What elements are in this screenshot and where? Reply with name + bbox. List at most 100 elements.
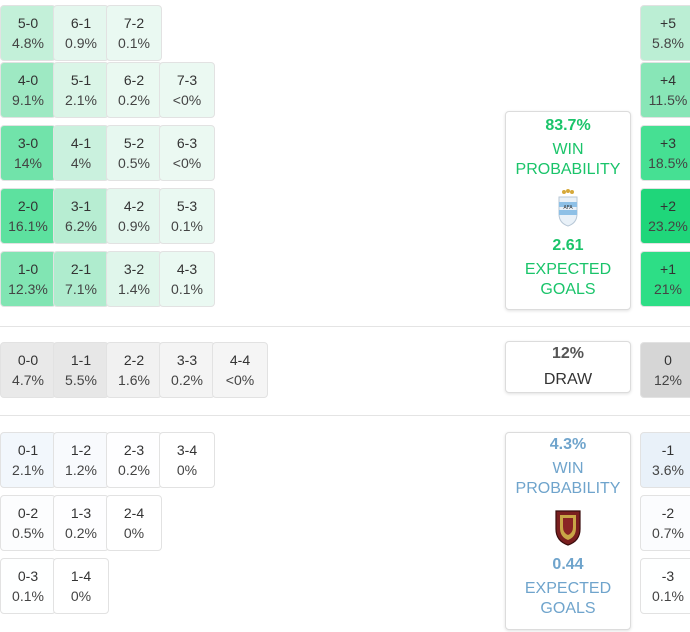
probability-label: 0.2% [118, 92, 150, 108]
away-score-cell: 1-2 1.2% [53, 432, 109, 488]
xg-label: EXPECTED [524, 580, 612, 597]
score-label: +4 [660, 72, 676, 88]
xg-label: EXPECTED [524, 261, 612, 278]
probability-label: 21% [653, 281, 683, 297]
score-label: 3-4 [176, 442, 198, 458]
probability-label: 2.1% [12, 462, 44, 478]
home-score-cell: 3-1 6.2% [53, 188, 109, 244]
score-label: 2-2 [123, 352, 145, 368]
xg-label: GOALS [540, 281, 596, 298]
score-label: 1-3 [70, 505, 92, 521]
draw-probability: 12% [551, 345, 585, 362]
score-label: 2-1 [70, 261, 92, 277]
probability-label: <0% [172, 92, 202, 108]
probability-label: 1.4% [118, 281, 150, 297]
probability-label: 0.1% [652, 588, 684, 604]
score-label: 2-0 [17, 198, 39, 214]
score-label: 0 [664, 352, 672, 368]
score-label: 6-2 [123, 72, 145, 88]
score-label: 3-1 [70, 198, 92, 214]
argentina-crest-icon: AFA [558, 189, 578, 227]
probability-label: 16.1% [8, 218, 48, 234]
score-label: -1 [661, 442, 675, 458]
home-score-cell: 7-3 <0% [159, 62, 215, 118]
score-label: 2-3 [123, 442, 145, 458]
goal-margin-cell: +4 11.5% [640, 62, 690, 118]
score-label: 3-3 [176, 352, 198, 368]
away-score-cell: 0-3 0.1% [0, 558, 56, 614]
probability-label: 0.9% [65, 35, 97, 51]
home-score-cell: 2-0 16.1% [0, 188, 56, 244]
probability-label: 0.7% [652, 525, 684, 541]
away-score-cell: 1-4 0% [53, 558, 109, 614]
score-label: 1-2 [70, 442, 92, 458]
svg-text:AFA: AFA [563, 205, 573, 211]
score-label: 5-2 [123, 135, 145, 151]
score-label: 5-1 [70, 72, 92, 88]
probability-label: 0.2% [65, 525, 97, 541]
probability-label: <0% [225, 372, 255, 388]
home-score-cell: 4-1 4% [53, 125, 109, 181]
score-label: 4-4 [229, 352, 251, 368]
win-label: PROBABILITY [515, 161, 621, 178]
probability-label: 1.2% [65, 462, 97, 478]
probability-label: 0.5% [118, 155, 150, 171]
score-label: 6-1 [70, 15, 92, 31]
score-label: 0-2 [17, 505, 39, 521]
probability-label: 0.1% [118, 35, 150, 51]
home-score-cell: 5-2 0.5% [106, 125, 162, 181]
home-score-cell: 5-3 0.1% [159, 188, 215, 244]
score-label: 5-0 [17, 15, 39, 31]
score-label: -2 [661, 505, 675, 521]
score-label: 3-0 [17, 135, 39, 151]
home-expected-goals: 2.61 [552, 237, 584, 254]
score-label: +1 [660, 261, 676, 277]
probability-label: 3.6% [652, 462, 684, 478]
score-label: 0-1 [17, 442, 39, 458]
probability-label: 0% [70, 588, 92, 604]
probability-label: 6.2% [65, 218, 97, 234]
score-label: 0-3 [17, 568, 39, 584]
home-score-cell: 6-3 <0% [159, 125, 215, 181]
home-score-cell: 6-1 0.9% [53, 5, 109, 61]
home-score-cell: 2-1 7.1% [53, 251, 109, 307]
score-label: 0-0 [17, 352, 39, 368]
probability-label: 0.9% [118, 218, 150, 234]
away-score-cell: 0-2 0.5% [0, 495, 56, 551]
home-score-cell: 3-2 1.4% [106, 251, 162, 307]
probability-label: 2.1% [65, 92, 97, 108]
probability-label: 5.8% [652, 35, 684, 51]
draw-score-cell: 1-1 5.5% [53, 342, 109, 398]
goal-margin-cell: 0 12% [640, 342, 690, 398]
home-score-cell: 4-3 0.1% [159, 251, 215, 307]
score-label: 3-2 [123, 261, 145, 277]
home-score-cell: 3-0 14% [0, 125, 56, 181]
draw-score-cell: 3-3 0.2% [159, 342, 215, 398]
xg-label: GOALS [540, 600, 596, 617]
probability-label: 4.8% [12, 35, 44, 51]
probability-label: 14% [13, 155, 43, 171]
probability-label: 18.5% [648, 155, 688, 171]
home-score-cell: 5-0 4.8% [0, 5, 56, 61]
goal-margin-cell: +5 5.8% [640, 5, 690, 61]
probability-label: 4.7% [12, 372, 44, 388]
venezuela-crest-icon [555, 510, 581, 546]
goal-margin-cell: +2 23.2% [640, 188, 690, 244]
probability-label: 0% [176, 462, 198, 478]
home-score-cell: 4-2 0.9% [106, 188, 162, 244]
probability-label: 11.5% [648, 92, 688, 108]
divider [0, 415, 690, 416]
probability-label: 0.2% [118, 462, 150, 478]
score-label: 1-4 [70, 568, 92, 584]
score-label: 7-2 [123, 15, 145, 31]
probability-label: 9.1% [12, 92, 44, 108]
home-score-cell: 5-1 2.1% [53, 62, 109, 118]
goal-margin-cell: -1 3.6% [640, 432, 690, 488]
score-label: +2 [660, 198, 676, 214]
score-label: 1-1 [70, 352, 92, 368]
goal-margin-cell: -2 0.7% [640, 495, 690, 551]
win-label: WIN [552, 141, 584, 158]
draw-score-cell: 4-4 <0% [212, 342, 268, 398]
probability-label: 0.2% [171, 372, 203, 388]
draw-score-cell: 2-2 1.6% [106, 342, 162, 398]
